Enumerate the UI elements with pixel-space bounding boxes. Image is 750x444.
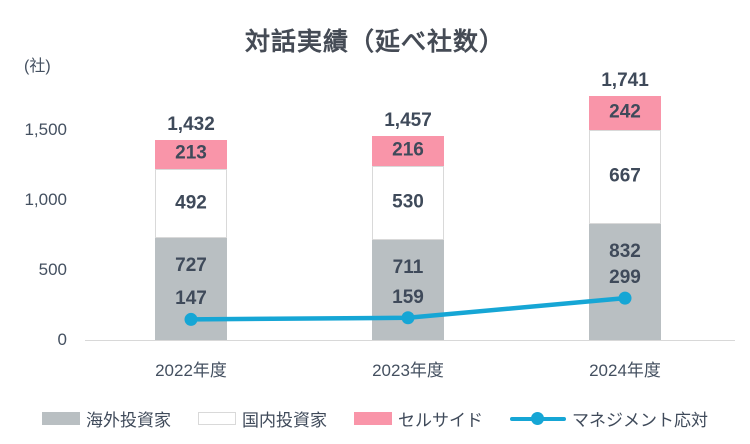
- x-label-2024: 2024年度: [589, 361, 661, 380]
- legend-label: マネジメント応対: [572, 411, 708, 430]
- bar-value-label: 530: [392, 191, 424, 213]
- bar-total-label-2022: 1,432: [167, 113, 215, 135]
- line-marker-icon: [510, 412, 566, 425]
- overseas-swatch-icon: [42, 412, 80, 425]
- legend-label: 国内投資家: [242, 411, 327, 430]
- x-axis-line: [85, 340, 735, 341]
- bar-total-label-2024: 1,741: [601, 70, 649, 92]
- x-label-2022: 2022年度: [155, 361, 227, 380]
- chart-title: 対話実績（延べ社数）: [244, 28, 505, 56]
- bar-segment-sellside-2024: 242: [589, 96, 661, 131]
- bar-value-label: 213: [175, 142, 207, 164]
- legend-item-management: マネジメント応対: [510, 406, 708, 431]
- bar-segment-sellside-2023: 216: [372, 136, 444, 167]
- legend-label: 海外投資家: [86, 411, 171, 430]
- legend-item-domestic: 国内投資家: [198, 406, 327, 431]
- bar-total-label-2023: 1,457: [384, 110, 432, 132]
- bar-segment-domestic-2023: 530: [372, 166, 444, 241]
- y-tick-500: 500: [38, 260, 67, 279]
- bar-value-label: 727: [175, 255, 207, 277]
- legend-item-overseas: 海外投資家: [42, 406, 171, 431]
- bar-value-label: 832: [609, 240, 641, 262]
- y-tick-1500: 1,500: [24, 120, 67, 139]
- sellside-swatch-icon: [354, 412, 392, 425]
- line-value-label-2022: 147: [175, 288, 207, 310]
- y-axis-unit-label: (社): [24, 58, 51, 75]
- bar-value-label: 216: [392, 139, 424, 161]
- y-tick-0: 0: [57, 330, 67, 349]
- legend-label: セルサイド: [398, 411, 483, 430]
- bar-value-label: 711: [392, 257, 424, 279]
- bar-value-label: 492: [175, 192, 207, 214]
- bar-segment-domestic-2022: 492: [155, 169, 227, 239]
- bar-segment-sellside-2022: 213: [155, 139, 227, 170]
- bar-value-label: 242: [609, 101, 641, 123]
- legend: 海外投資家 国内投資家 セルサイド マネジメント応対: [0, 406, 750, 431]
- x-label-2023: 2023年度: [372, 361, 444, 380]
- bar-value-label: 667: [609, 165, 641, 187]
- line-value-label-2024: 299: [609, 267, 641, 289]
- y-tick-1000: 1,000: [24, 190, 67, 209]
- bar-segment-domestic-2024: 667: [589, 130, 661, 224]
- domestic-swatch-icon: [198, 412, 236, 425]
- legend-item-sellside: セルサイド: [354, 406, 483, 431]
- line-value-label-2023: 159: [392, 286, 424, 308]
